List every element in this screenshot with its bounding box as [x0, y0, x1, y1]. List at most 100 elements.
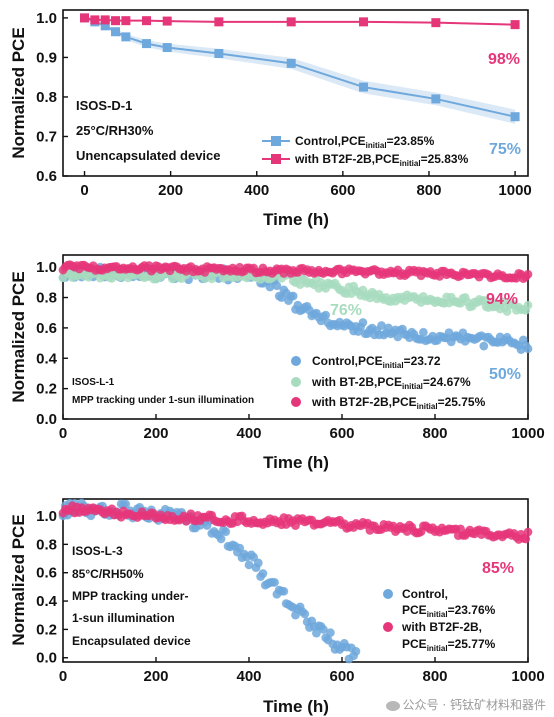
control-point [142, 39, 152, 49]
control-point [121, 32, 131, 42]
x-tick-label: 0 [59, 425, 67, 442]
panel-b-ticks: 0 200 400 600 800 1000 0.0 0.2 0.4 0.6 0.8 1.0 [36, 259, 545, 442]
y-tick-label: 1.0 [36, 10, 57, 27]
legend-marker-bt2f [271, 154, 281, 164]
legend-entry-control-pce: PCEinitial=23.76% [402, 603, 496, 619]
control-point [100, 21, 110, 31]
scatter-point [249, 552, 259, 562]
x-tick-label: 0 [59, 668, 67, 685]
scatter-point [235, 543, 245, 553]
scatter-point [418, 327, 428, 337]
scatter-point [321, 310, 331, 320]
panel-c-note-5: Encapsulated device [72, 634, 191, 648]
x-tick-label: 800 [416, 182, 441, 199]
legend-entry-bt2f: with BT2F-2B, [401, 620, 482, 634]
panel-a-note-3: Unencapsulated device [76, 148, 221, 163]
bt2f-point [359, 17, 369, 27]
panel-a-end-label-bt2f: 98% [488, 51, 520, 68]
x-tick-label: 600 [329, 425, 354, 442]
legend-entry-control: Control, [402, 587, 448, 601]
panel-a-x-axis-title: Time (h) [263, 210, 329, 229]
bt2f-point [100, 15, 110, 25]
panel-a-legend: Control,PCEinitial=23.85% with BT2F-2B,P… [262, 134, 469, 168]
legend-marker-control [383, 589, 393, 599]
y-tick-label: 0.7 [36, 128, 57, 145]
error-band [84, 17, 516, 124]
bt2f-point [510, 20, 520, 30]
scatter-point [207, 274, 217, 284]
x-tick-label: 400 [244, 182, 269, 199]
y-tick-label: 0.2 [36, 621, 57, 638]
scatter-point [523, 344, 533, 354]
panel-b-points [58, 260, 533, 355]
y-tick-label: 1.0 [36, 508, 57, 525]
x-tick-label: 1000 [511, 425, 544, 442]
control-point [214, 48, 224, 58]
bt2f-point [142, 16, 152, 26]
legend-entry-bt2f: with BT2F-2B,PCEinitial=25.75% [311, 395, 486, 411]
x-tick-label: 600 [330, 182, 355, 199]
bt2f-point [431, 18, 441, 28]
panel-b-legend: Control,PCEinitial=23.72 with BT-2B,PCEi… [291, 354, 486, 411]
bt2f-point [80, 13, 90, 23]
scatter-point [288, 291, 298, 301]
panel-c-ticks: 0 200 400 600 800 1000 0.0 0.2 0.4 0.6 0.8 1.0 [36, 508, 545, 685]
x-tick-label: 0 [80, 182, 88, 199]
bt2f-point [121, 16, 131, 26]
panel-a: 0 200 400 600 800 1000 0.6 0.7 0.8 0.9 1.0 Normali… [9, 9, 532, 229]
scatter-point [523, 269, 533, 279]
control-point [431, 94, 441, 104]
panel-c-x-axis-title: Time (h) [263, 697, 329, 716]
scatter-point [325, 628, 335, 638]
panel-b-frame [62, 254, 529, 420]
panel-a-frame [62, 9, 529, 177]
panel-c-points [58, 498, 533, 664]
scatter-point [300, 609, 310, 619]
x-tick-label: 1000 [498, 182, 531, 199]
scatter-point [221, 527, 231, 537]
scatter-point [523, 527, 533, 537]
legend-entry-bt2f-pce: PCEinitial=25.77% [402, 637, 496, 653]
panel-b-x-axis-title: Time (h) [263, 453, 329, 472]
scatter-point [358, 318, 368, 328]
panel-a-note-1: ISOS-D-1 [76, 98, 132, 113]
y-tick-label: 0.0 [36, 650, 57, 667]
x-tick-label: 800 [422, 668, 447, 685]
scatter-point [272, 281, 282, 291]
panel-c-note-2: 85°C/RH50% [72, 567, 144, 581]
x-tick-label: 800 [422, 425, 447, 442]
watermark: 公众号 · 钙钛矿材料和器件 [385, 696, 546, 713]
panel-a-markers [80, 13, 520, 122]
control-point [162, 43, 172, 53]
scatter-point [523, 300, 533, 310]
y-tick-label: 0.6 [36, 168, 57, 185]
panel-b-end-label-control: 50% [489, 366, 521, 383]
panel-c-frame [62, 498, 529, 663]
control-point [510, 112, 520, 122]
legend-marker-bt2f [383, 622, 393, 632]
panel-b-note-2: MPP tracking under 1-sun illumination [72, 395, 254, 406]
panel-a-end-label-control: 75% [489, 141, 521, 158]
legend-entry-control: Control,PCEinitial=23.85% [295, 134, 435, 150]
x-tick-label: 1000 [511, 668, 544, 685]
panel-c-note-1: ISOS-L-3 [72, 544, 123, 558]
y-tick-label: 0.6 [36, 565, 57, 582]
control-point [111, 27, 121, 37]
panel-c-legend: Control, PCEinitial=23.76% with BT2F-2B,… [383, 587, 496, 653]
panel-b-note-1: ISOS-L-1 [72, 377, 115, 388]
panel-c-note-4: 1-sun illumination [72, 611, 175, 625]
legend-marker-control [271, 136, 281, 146]
panel-a-note-2: 25°C/RH30% [76, 123, 154, 138]
control-point [286, 58, 296, 68]
x-tick-label: 200 [143, 668, 168, 685]
bt2f-point [286, 17, 296, 27]
scatter-point [351, 646, 361, 656]
bt2f-point [90, 15, 100, 25]
panel-b-y-axis-title: Normalized PCE [9, 271, 28, 402]
y-tick-label: 0.4 [36, 350, 58, 367]
scatter-point [216, 534, 226, 544]
legend-marker-bt2b [291, 377, 301, 387]
legend-marker-bt2f [291, 397, 301, 407]
panel-a-band [84, 17, 516, 124]
y-tick-label: 0.4 [36, 593, 58, 610]
